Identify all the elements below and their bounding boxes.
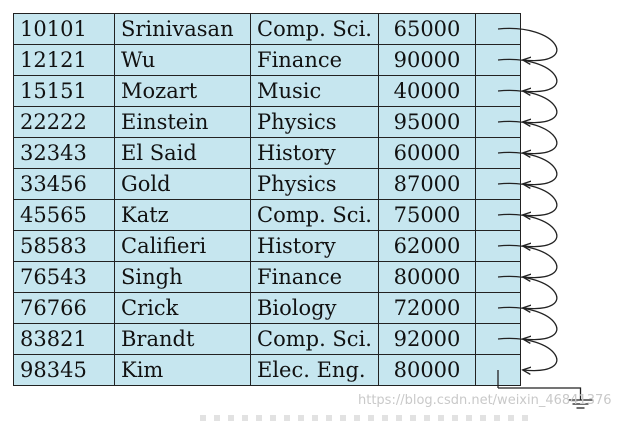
record-name-cell: Srinivasan	[114, 13, 251, 45]
record-row: 33456 Gold Physics 87000	[13, 168, 521, 200]
record-dept-cell: Comp. Sci.	[250, 199, 379, 231]
record-name-cell: Kim	[114, 354, 251, 386]
record-name-cell: Wu	[114, 44, 251, 76]
record-id-cell: 15151	[13, 75, 115, 107]
record-row: 22222 Einstein Physics 95000	[13, 106, 521, 138]
record-dept-cell: History	[250, 137, 379, 169]
record-salary-cell: 87000	[378, 168, 476, 200]
record-salary-cell: 80000	[378, 261, 476, 293]
record-salary-cell: 75000	[378, 199, 476, 231]
pointer-cell	[475, 261, 521, 293]
record-id-cell: 76543	[13, 261, 115, 293]
watermark-text: https://blog.csdn.net/weixin_46841376	[358, 393, 612, 408]
record-salary-cell: 92000	[378, 323, 476, 355]
record-salary-cell: 65000	[378, 13, 476, 45]
record-id-cell: 32343	[13, 137, 115, 169]
cropped-text-strip	[200, 415, 530, 421]
record-row: 76766 Crick Biology 72000	[13, 292, 521, 324]
record-id-cell: 98345	[13, 354, 115, 386]
record-id-cell: 58583	[13, 230, 115, 262]
pointer-cell	[475, 106, 521, 138]
record-name-cell: Mozart	[114, 75, 251, 107]
pointer-cell	[475, 230, 521, 262]
record-salary-cell: 72000	[378, 292, 476, 324]
record-salary-cell: 80000	[378, 354, 476, 386]
pointer-cell	[475, 292, 521, 324]
record-id-cell: 76766	[13, 292, 115, 324]
record-name-cell: Gold	[114, 168, 251, 200]
record-salary-cell: 62000	[378, 230, 476, 262]
record-file-table: 10101 Srinivasan Comp. Sci. 65000 12121 Wu Fin…	[13, 13, 521, 386]
record-id-cell: 33456	[13, 168, 115, 200]
pointer-cell	[475, 168, 521, 200]
record-id-cell: 45565	[13, 199, 115, 231]
record-dept-cell: Finance	[250, 44, 379, 76]
record-name-cell: El Said	[114, 137, 251, 169]
record-name-cell: Califieri	[114, 230, 251, 262]
record-id-cell: 10101	[13, 13, 115, 45]
record-row: 76543 Singh Finance 80000	[13, 261, 521, 293]
record-salary-cell: 90000	[378, 44, 476, 76]
record-dept-cell: Physics	[250, 168, 379, 200]
record-name-cell: Singh	[114, 261, 251, 293]
record-dept-cell: History	[250, 230, 379, 262]
record-dept-cell: Physics	[250, 106, 379, 138]
record-row: 10101 Srinivasan Comp. Sci. 65000	[13, 13, 521, 45]
record-row: 98345 Kim Elec. Eng. 80000	[13, 354, 521, 386]
pointer-cell	[475, 354, 521, 386]
record-id-cell: 12121	[13, 44, 115, 76]
record-row: 15151 Mozart Music 40000	[13, 75, 521, 107]
record-rows: 10101 Srinivasan Comp. Sci. 65000 12121 Wu Fin…	[13, 13, 521, 386]
record-id-cell: 22222	[13, 106, 115, 138]
record-dept-cell: Biology	[250, 292, 379, 324]
record-dept-cell: Comp. Sci.	[250, 323, 379, 355]
pointer-cell	[475, 13, 521, 45]
record-name-cell: Einstein	[114, 106, 251, 138]
record-dept-cell: Comp. Sci.	[250, 13, 379, 45]
record-id-cell: 83821	[13, 323, 115, 355]
pointer-cell	[475, 199, 521, 231]
record-name-cell: Crick	[114, 292, 251, 324]
record-row: 45565 Katz Comp. Sci. 75000	[13, 199, 521, 231]
pointer-cell	[475, 75, 521, 107]
record-row: 32343 El Said History 60000	[13, 137, 521, 169]
pointer-cell	[475, 323, 521, 355]
record-name-cell: Brandt	[114, 323, 251, 355]
record-salary-cell: 60000	[378, 137, 476, 169]
record-name-cell: Katz	[114, 199, 251, 231]
record-dept-cell: Finance	[250, 261, 379, 293]
record-row: 12121 Wu Finance 90000	[13, 44, 521, 76]
record-dept-cell: Elec. Eng.	[250, 354, 379, 386]
record-row: 83821 Brandt Comp. Sci. 92000	[13, 323, 521, 355]
record-salary-cell: 40000	[378, 75, 476, 107]
record-row: 58583 Califieri History 62000	[13, 230, 521, 262]
pointer-cell	[475, 44, 521, 76]
pointer-cell	[475, 137, 521, 169]
record-dept-cell: Music	[250, 75, 379, 107]
record-salary-cell: 95000	[378, 106, 476, 138]
